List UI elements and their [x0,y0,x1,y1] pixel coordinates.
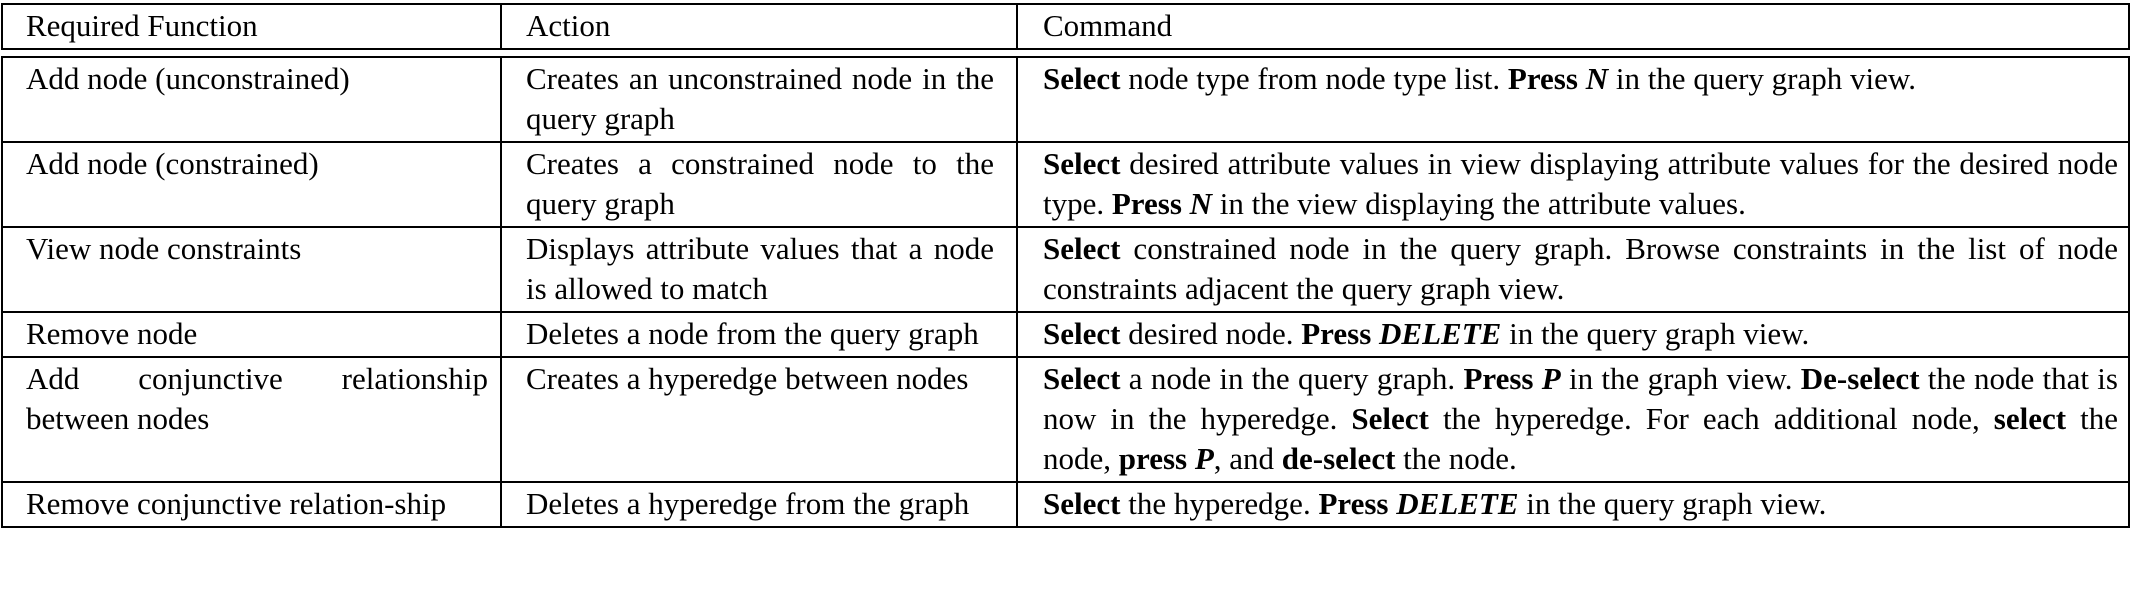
table-row: Remove conjunctive relation-ship Deletes … [1,481,2130,528]
command-key: P [1194,441,1214,476]
header-separator [2,48,2129,58]
command-text: in the query graph view. [1608,61,1916,96]
command-text: desired attribute values in view display… [1043,146,2118,221]
command-text: constrained node in the query graph. Bro… [1043,231,2118,306]
command-text: desired node. [1120,316,1302,351]
command-text: , and [1213,441,1282,476]
cell-action: Creates a constrained node to the query … [500,141,1018,228]
command-keyword: De-select [1800,361,1920,396]
header-command: Command [1016,3,2130,50]
command-keyword: Select [1043,486,1121,521]
command-text: the hyperedge. For each additional node, [1428,401,1994,436]
command-text: the node, [1043,401,2118,476]
cell-command: Select node type from node type list. Pr… [1016,56,2130,143]
table-row: Add conjunctive relationship between nod… [1,356,2130,483]
command-text: the node that is now in the hyperedge. [1043,361,2118,436]
cell-action: Displays attribute values that a node is… [500,226,1018,313]
command-keyword: press [1118,441,1195,476]
command-text: in the query graph view. [1518,486,1827,521]
command-keyword: Select [1043,146,1121,181]
command-key: N [1189,186,1213,221]
command-keyword: de-select [1281,441,1396,476]
separator-cell [2,48,2129,58]
cell-action: Deletes a node from the query graph [500,311,1018,358]
command-text: node type from node type list. [1120,61,1508,96]
table-row: Remove node Deletes a node from the query… [1,311,2130,358]
cell-required-function: View node constraints [1,226,502,313]
command-keyword: Press [1301,316,1380,351]
command-keyword: Press [1111,186,1190,221]
cell-action: Creates an unconstrained node in the que… [500,56,1018,143]
command-keyword: Select [1043,361,1121,396]
command-text: the node. [1395,441,1517,476]
header-action: Action [500,3,1018,50]
header-required-function: Required Function [1,3,502,50]
table-row: Add node (constrained) Creates a constrai… [1,141,2130,228]
table-row: View node constraints Displays attribute … [1,226,2130,313]
cell-required-function: Add node (unconstrained) [1,56,502,143]
cell-required-function: Remove node [1,311,502,358]
function-table: Required Function Action Command Add nod… [1,3,2130,528]
command-text: in the view displaying the attribute val… [1212,186,1746,221]
cell-command: Select desired attribute values in view … [1016,141,2130,228]
command-keyword: select [1993,401,2067,436]
cell-command: Select constrained node in the query gra… [1016,226,2130,313]
command-text: in the query graph view. [1501,316,1810,351]
command-keyword: Press [1507,61,1586,96]
command-key: P [1541,361,1561,396]
command-keyword: Select [1351,401,1429,436]
command-text: the hyperedge. [1120,486,1319,521]
cell-required-function: Add node (constrained) [1,141,502,228]
table-row: Add node (unconstrained) Creates an uncon… [1,56,2130,143]
cell-action: Deletes a hyperedge from the graph [500,481,1018,528]
cell-required-function: Add conjunctive relationship between nod… [1,356,502,483]
command-keyword: Select [1043,231,1121,266]
table-header: Required Function Action Command [1,3,2130,58]
cell-action: Creates a hyperedge between nodes [500,356,1018,483]
command-keyword: Press [1463,361,1542,396]
cell-command: Select a node in the query graph. Press … [1016,356,2130,483]
cell-required-function: Remove conjunctive relation-ship [1,481,502,528]
command-keyword: Press [1318,486,1397,521]
cell-command: Select desired node. Press DELETE in the… [1016,311,2130,358]
command-text: a node in the query graph. [1120,361,1464,396]
command-keyword: Select [1043,61,1121,96]
command-key: DELETE [1379,316,1502,351]
table-body: Add node (unconstrained) Creates an uncon… [1,56,2130,528]
command-keyword: Select [1043,316,1121,351]
header-row: Required Function Action Command [1,3,2130,50]
command-text: in the graph view. [1560,361,1801,396]
command-key: DELETE [1396,486,1519,521]
command-key: N [1585,61,1609,96]
cell-command: Select the hyperedge. Press DELETE in th… [1016,481,2130,528]
